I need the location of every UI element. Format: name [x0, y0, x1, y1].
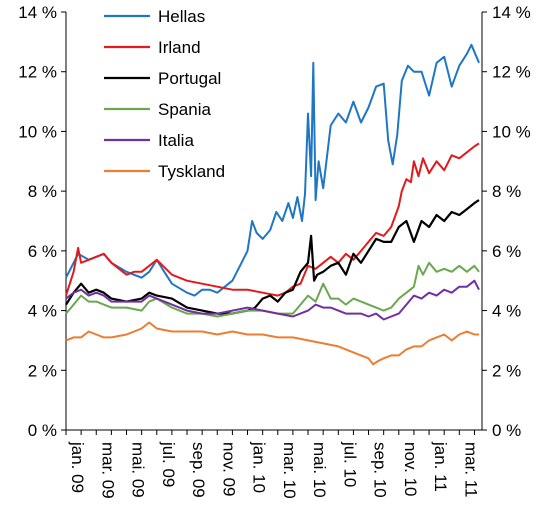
x-tick-label: nov. 10 — [401, 442, 420, 497]
y-tick-label-left: 4 % — [28, 302, 57, 321]
x-axis: jan. 09 mar. 09 mai. 09 jul. 09 sep. 09 nov. … — [65, 429, 482, 499]
x-tick-label: jan. 09 — [68, 441, 87, 493]
y-tick-label-left: 14 % — [18, 3, 57, 22]
y-tick-label-right: 2 % — [492, 361, 521, 380]
x-tick-label: sep. 09 — [189, 442, 208, 498]
x-tick-label: jul. 09 — [159, 441, 178, 487]
y-tick-label-left: 12 % — [18, 63, 57, 82]
legend-label: Spania — [158, 100, 211, 119]
legend-label: Hellas — [158, 7, 205, 26]
x-tick-label: jul. 10 — [340, 441, 359, 487]
x-tick-label: mar. 11 — [461, 442, 480, 497]
series-layer — [65, 43, 480, 366]
y-tick-label-left: 0 % — [28, 421, 57, 440]
legend-label: Italia — [158, 131, 194, 150]
legend-label: Tyskland — [158, 162, 225, 181]
x-tick-label: mar. 09 — [98, 442, 117, 499]
x-tick-label: mar. 10 — [280, 442, 299, 499]
y-tick-label-right: 14 % — [492, 3, 531, 22]
y-tick-label-left: 8 % — [28, 182, 57, 201]
y-axis-left: 0 % 2 % 4 % 6 % 8 % 10 % 12 % 14 % — [18, 3, 67, 440]
y-tick-label-left: 2 % — [28, 361, 57, 380]
legend-item-tyskland: Tyskland — [104, 162, 225, 181]
series-line-portugal — [65, 199, 480, 315]
x-tick-label: mai. 09 — [129, 442, 148, 498]
series-line-tyskland — [65, 321, 479, 366]
y-tick-label-left: 6 % — [28, 242, 57, 261]
x-tick-label: jan. 10 — [250, 441, 269, 493]
series-line-italia — [65, 279, 480, 321]
y-tick-label-right: 4 % — [492, 302, 521, 321]
legend-item-italia: Italia — [104, 131, 194, 150]
x-tick-label: jan. 11 — [431, 441, 450, 492]
legend-item-irland: Irland — [104, 38, 201, 57]
x-tick-label: sep. 10 — [371, 442, 390, 498]
y-tick-label-right: 8 % — [492, 182, 521, 201]
legend-label: Irland — [158, 38, 201, 57]
y-tick-label-left: 10 % — [18, 122, 57, 141]
legend-label: Portugal — [158, 69, 221, 88]
legend-item-portugal: Portugal — [104, 69, 221, 88]
series-line-spania — [65, 261, 480, 318]
y-tick-label-right: 6 % — [492, 242, 521, 261]
legend-item-hellas: Hellas — [104, 7, 205, 26]
series-line-irland — [65, 142, 480, 297]
y-tick-label-right: 10 % — [492, 122, 531, 141]
x-tick-label: mai. 10 — [310, 442, 329, 498]
x-tick-label: nov. 09 — [219, 442, 238, 497]
y-tick-label-right: 12 % — [492, 63, 531, 82]
y-axis-right: 0 % 2 % 4 % 6 % 8 % 10 % 12 % 14 % — [481, 3, 531, 440]
legend-item-spania: Spania — [104, 100, 211, 119]
legend: Hellas Irland Portugal Spania Italia Tyskland — [104, 7, 225, 181]
y-tick-label-right: 0 % — [492, 421, 521, 440]
